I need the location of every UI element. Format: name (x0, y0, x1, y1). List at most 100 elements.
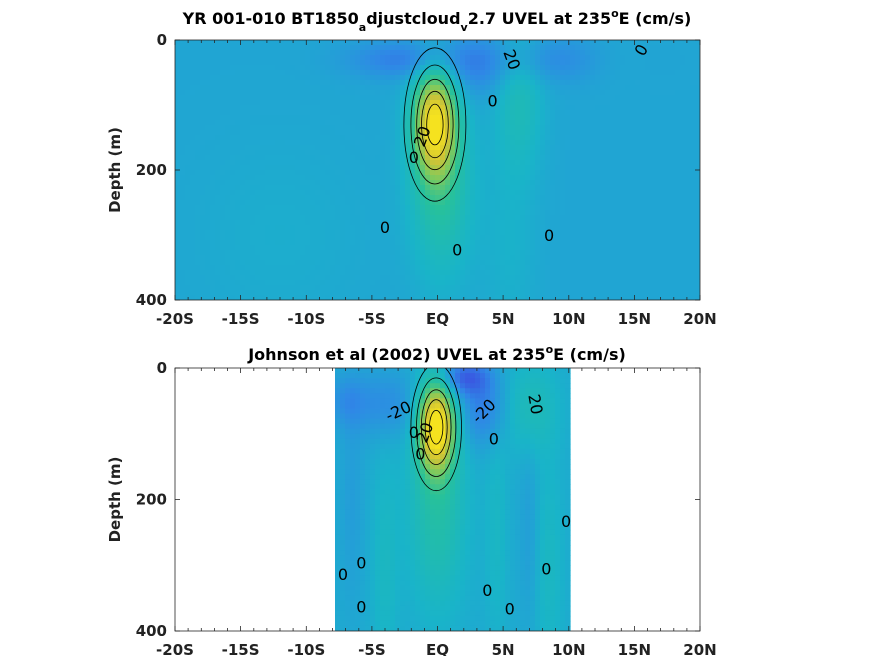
heatmap-cell (210, 105, 216, 111)
heatmap-cell (500, 140, 506, 146)
heatmap-cell (200, 215, 206, 221)
heatmap-cell (260, 85, 266, 91)
heatmap-cell (225, 55, 231, 61)
heatmap-cell (470, 215, 476, 221)
heatmap-cell (500, 45, 506, 51)
heatmap-cell (615, 185, 621, 191)
heatmap-cell (210, 230, 216, 236)
heatmap-cell (625, 150, 631, 156)
heatmap-cell (525, 45, 531, 51)
heatmap-cell (595, 80, 601, 86)
heatmap-cell (575, 270, 581, 276)
heatmap-cell (480, 115, 486, 121)
heatmap-cell (340, 80, 346, 86)
heatmap-cell (215, 285, 221, 291)
heatmap-cell (435, 50, 441, 56)
heatmap-cell (225, 290, 231, 296)
heatmap-cell (375, 65, 381, 71)
heatmap-cell (370, 290, 376, 296)
heatmap-cell (230, 290, 236, 296)
heatmap-cell (480, 45, 486, 51)
heatmap-cell (210, 95, 216, 101)
heatmap-cell (385, 80, 391, 86)
heatmap-cell (625, 250, 631, 256)
heatmap-cell (245, 80, 251, 86)
heatmap-cell (220, 115, 226, 121)
heatmap-cell (175, 125, 181, 131)
heatmap-cell (255, 130, 261, 136)
heatmap-cell (185, 180, 191, 186)
heatmap-cell (360, 265, 366, 271)
heatmap-cell (495, 160, 501, 166)
heatmap-cell (185, 85, 191, 91)
heatmap-cell (380, 165, 386, 171)
heatmap-cell (200, 220, 206, 226)
heatmap-cell (365, 65, 371, 71)
heatmap-cell (285, 275, 291, 281)
heatmap-cell (470, 140, 476, 146)
heatmap-cell (450, 245, 456, 251)
heatmap-cell (290, 55, 296, 61)
heatmap-cell (300, 95, 306, 101)
heatmap-cell (555, 165, 561, 171)
heatmap-cell (610, 265, 616, 271)
heatmap-cell (400, 250, 406, 256)
heatmap-cell (230, 65, 236, 71)
heatmap-cell (445, 240, 451, 246)
heatmap-cell (645, 95, 651, 101)
heatmap-cell (385, 65, 391, 71)
heatmap-cell (560, 170, 566, 176)
heatmap-cell (565, 180, 571, 186)
heatmap-cell (505, 160, 511, 166)
heatmap-cell (270, 90, 276, 96)
heatmap-cell (290, 210, 296, 216)
heatmap-cell (605, 90, 611, 96)
heatmap-cell (200, 295, 206, 300)
heatmap-cell (610, 260, 616, 266)
heatmap-cell (455, 240, 461, 246)
heatmap-cell (195, 215, 201, 221)
heatmap-cell (300, 245, 306, 251)
heatmap-cell (280, 230, 286, 236)
heatmap-cell (310, 205, 316, 211)
heatmap-cell (245, 55, 251, 61)
heatmap-cell (645, 275, 651, 281)
heatmap-cell (570, 95, 576, 101)
heatmap-cell (315, 70, 321, 76)
heatmap-cell (525, 290, 531, 296)
heatmap-cell (355, 160, 361, 166)
heatmap-cell (465, 45, 471, 51)
heatmap-cell (300, 80, 306, 86)
heatmap-cell (185, 250, 191, 256)
heatmap-cell (340, 155, 346, 161)
heatmap-cell (280, 145, 286, 151)
heatmap-cell (355, 235, 361, 241)
heatmap-cell (565, 65, 571, 71)
heatmap-cell (255, 225, 261, 231)
heatmap-cell (280, 155, 286, 161)
heatmap-cell (420, 160, 426, 166)
heatmap-cell (215, 50, 221, 56)
heatmap-cell (645, 255, 651, 261)
heatmap-cell (275, 125, 281, 131)
heatmap-cell (575, 285, 581, 291)
heatmap-cell (280, 200, 286, 206)
heatmap-cell (200, 160, 206, 166)
heatmap-cell (370, 95, 376, 101)
heatmap-cell (445, 95, 451, 101)
heatmap-cell (320, 115, 326, 121)
heatmap-cell (290, 130, 296, 136)
heatmap-cell (385, 240, 391, 246)
heatmap-cell (375, 110, 381, 116)
heatmap-cell (450, 135, 456, 141)
heatmap-cell (595, 60, 601, 66)
heatmap-cell (195, 80, 201, 86)
heatmap-cell (385, 70, 391, 76)
heatmap-cell (530, 115, 536, 121)
heatmap-cell (550, 160, 556, 166)
heatmap-cell (605, 250, 611, 256)
heatmap-cell (630, 295, 636, 300)
heatmap-cell (625, 45, 631, 51)
heatmap-cell (405, 250, 411, 256)
heatmap-cell (590, 160, 596, 166)
